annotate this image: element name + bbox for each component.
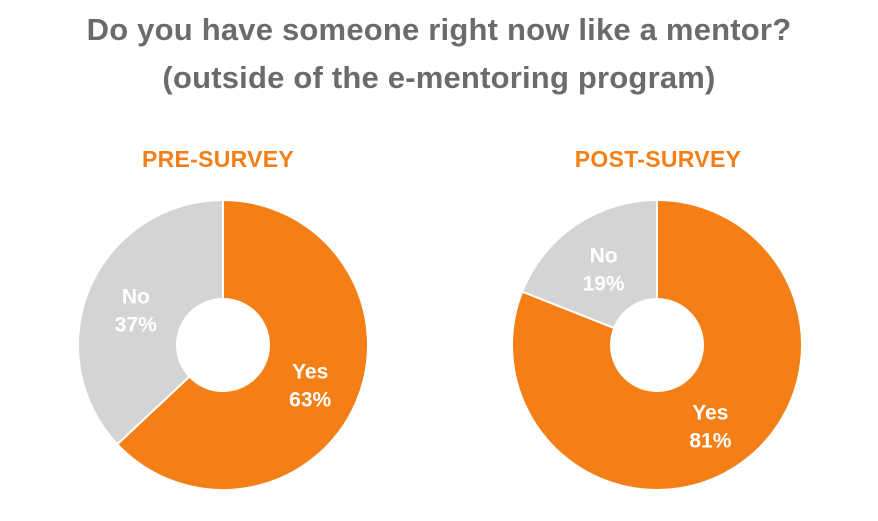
pre-survey-title: PRE-SURVEY bbox=[141, 146, 295, 172]
title-line-2: (outside of the e-mentoring program) bbox=[162, 60, 716, 95]
slice-label-yes: Yes bbox=[692, 402, 728, 425]
slice-value-no: 19% bbox=[583, 272, 625, 295]
slice-label-yes: Yes bbox=[292, 361, 328, 384]
slice-yes bbox=[115, 198, 369, 491]
pre-survey-donut: Yes 63% No 37% bbox=[77, 198, 369, 491]
slice-value-yes: 81% bbox=[689, 430, 731, 453]
slice-no bbox=[77, 198, 224, 446]
post-survey-donut: Yes 81% No 19% bbox=[511, 198, 803, 491]
slice-label-no: No bbox=[122, 285, 150, 308]
title-line-1: Do you have someone right now like a men… bbox=[86, 12, 792, 47]
chart-title: Do you have someone right now like a men… bbox=[0, 6, 878, 102]
slice-label-no: No bbox=[590, 244, 618, 267]
slice-value-yes: 63% bbox=[289, 389, 331, 412]
slice-value-no: 37% bbox=[115, 313, 157, 336]
slice-no bbox=[520, 198, 658, 330]
post-survey-title: POST-SURVEY bbox=[574, 146, 742, 172]
slice-yes bbox=[511, 198, 803, 491]
